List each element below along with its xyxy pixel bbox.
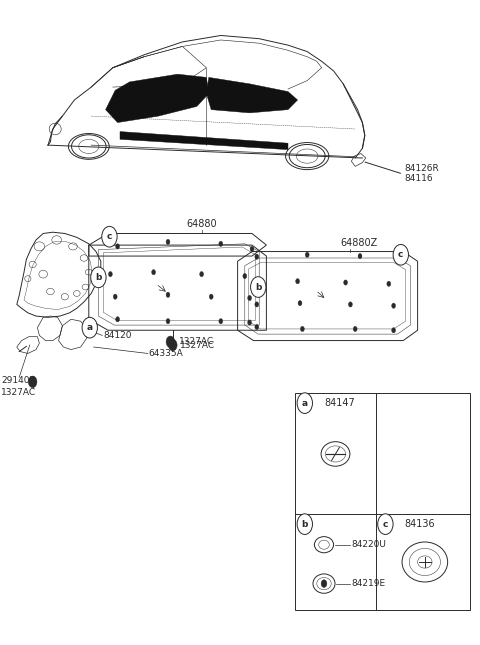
Circle shape	[321, 580, 327, 588]
Text: c: c	[107, 232, 112, 241]
Circle shape	[250, 246, 254, 252]
Text: b: b	[95, 273, 102, 282]
Polygon shape	[106, 74, 209, 123]
Circle shape	[396, 255, 400, 261]
Circle shape	[28, 376, 37, 388]
Text: 84220U: 84220U	[352, 541, 387, 549]
Circle shape	[219, 241, 223, 246]
Polygon shape	[120, 132, 288, 150]
Text: c: c	[383, 520, 388, 529]
Circle shape	[300, 326, 304, 332]
Text: 64335A: 64335A	[149, 349, 183, 358]
Circle shape	[392, 328, 396, 333]
Circle shape	[353, 326, 357, 332]
Circle shape	[297, 393, 312, 413]
Circle shape	[305, 252, 309, 257]
Circle shape	[297, 514, 312, 535]
Circle shape	[113, 294, 117, 299]
Circle shape	[255, 324, 259, 330]
Circle shape	[255, 302, 259, 307]
Circle shape	[82, 317, 97, 338]
Circle shape	[387, 281, 391, 286]
Circle shape	[102, 226, 117, 247]
Circle shape	[219, 319, 223, 324]
Polygon shape	[206, 77, 298, 113]
Circle shape	[248, 295, 252, 301]
Circle shape	[358, 253, 362, 259]
Circle shape	[248, 320, 252, 325]
Text: 1327AC: 1327AC	[179, 337, 214, 346]
Circle shape	[243, 273, 247, 279]
Text: b: b	[255, 283, 262, 292]
Circle shape	[116, 317, 120, 322]
Circle shape	[393, 244, 408, 265]
Text: a: a	[87, 323, 93, 332]
Circle shape	[392, 303, 396, 308]
Text: 84136: 84136	[405, 519, 435, 529]
Text: 64880: 64880	[186, 219, 217, 229]
Text: 29140B: 29140B	[1, 376, 36, 385]
Circle shape	[251, 277, 266, 297]
Circle shape	[152, 270, 156, 275]
Circle shape	[116, 244, 120, 249]
Text: 1327AC: 1327AC	[1, 388, 36, 397]
Text: 1327AC: 1327AC	[180, 341, 215, 350]
Text: 84120: 84120	[103, 331, 132, 340]
Circle shape	[166, 239, 170, 244]
Circle shape	[108, 272, 112, 277]
Text: 84116: 84116	[405, 174, 433, 183]
Circle shape	[348, 302, 352, 307]
Text: 84219E: 84219E	[352, 579, 386, 588]
Text: c: c	[398, 250, 404, 259]
Circle shape	[252, 280, 256, 285]
Text: 84147: 84147	[324, 398, 355, 408]
Circle shape	[91, 267, 106, 288]
Text: b: b	[301, 520, 308, 529]
Text: 64880Z: 64880Z	[341, 237, 378, 248]
Text: 84126R: 84126R	[405, 164, 439, 174]
Circle shape	[209, 294, 213, 299]
Circle shape	[378, 514, 393, 535]
Circle shape	[166, 292, 170, 297]
Circle shape	[344, 280, 348, 285]
Circle shape	[166, 319, 170, 324]
Circle shape	[200, 272, 204, 277]
Text: a: a	[302, 399, 308, 408]
Circle shape	[296, 279, 300, 284]
Circle shape	[255, 254, 259, 259]
Circle shape	[298, 301, 302, 306]
Circle shape	[166, 336, 175, 348]
Circle shape	[168, 339, 177, 351]
